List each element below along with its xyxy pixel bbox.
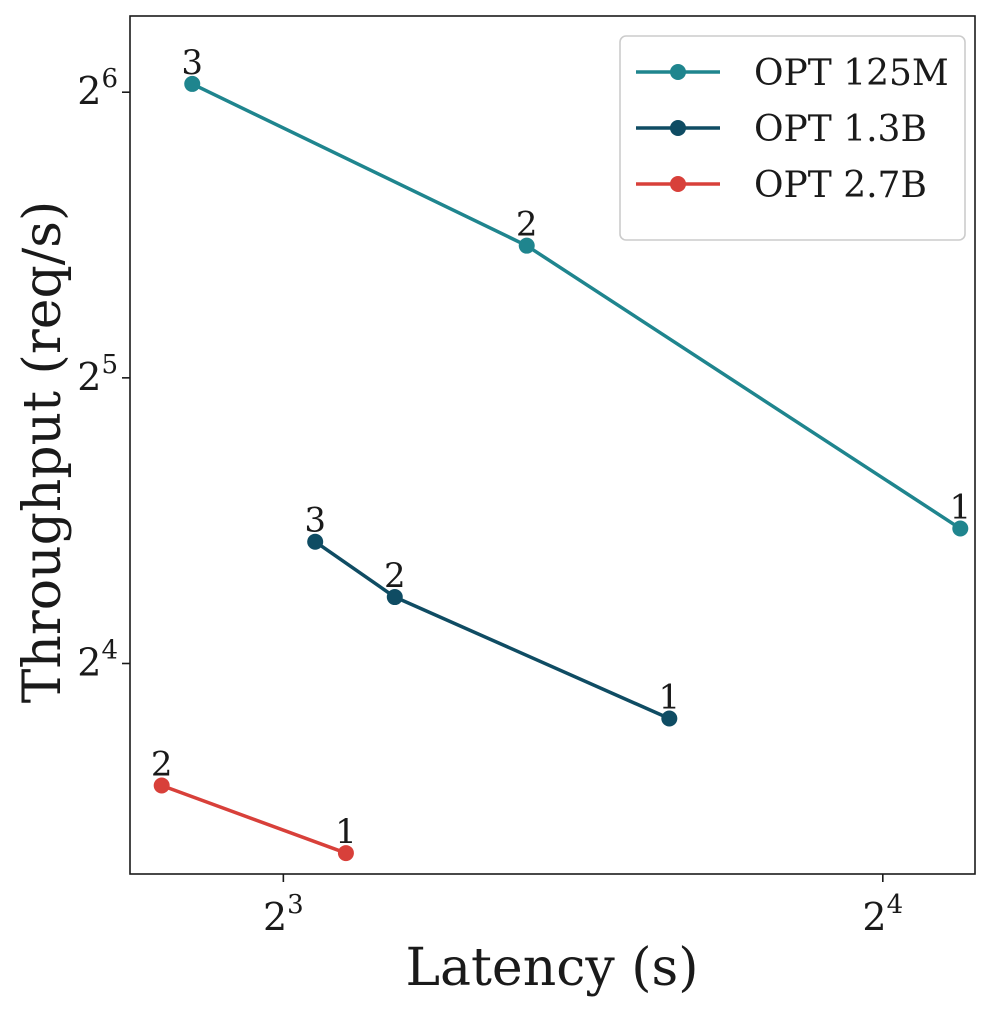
data-point: [518, 237, 535, 254]
point-label: 2: [384, 556, 406, 596]
legend-label: OPT 125M: [754, 53, 949, 94]
data-point: [386, 589, 403, 606]
legend-item: OPT 2.7B: [636, 165, 927, 206]
series-line: [314, 540, 671, 721]
series-opt-2-7b: 21: [151, 744, 357, 862]
legend-item: OPT 125M: [636, 53, 949, 94]
series-line: [161, 783, 347, 855]
legend-marker: [670, 64, 686, 80]
point-label: 2: [516, 205, 538, 245]
point-label: 1: [335, 812, 357, 852]
y-axis-title: Throughput (req/s): [13, 201, 73, 704]
legend: OPT 125M OPT 1.3B OPT 2.7B: [619, 35, 966, 241]
data-point: [153, 777, 170, 794]
legend-item: OPT 1.3B: [636, 109, 927, 150]
x-tick-label: 24: [862, 890, 903, 939]
y-tick-label: 24: [77, 635, 118, 684]
data-point: [184, 75, 201, 92]
point-label: 3: [304, 501, 326, 541]
y-axis-ticks: 24 25 26: [77, 64, 130, 684]
axes-frame: [129, 15, 976, 875]
legend-marker: [670, 120, 686, 136]
x-tick-label: 23: [263, 890, 304, 939]
legend-label: OPT 2.7B: [754, 165, 927, 206]
point-label: 3: [181, 43, 203, 83]
series-opt-1-3b: 3 2 1: [304, 501, 680, 727]
data-point: [307, 533, 324, 550]
x-axis-title: Latency (s): [406, 938, 699, 998]
data-point: [337, 845, 354, 862]
x-axis-ticks: 23 24: [263, 874, 903, 939]
legend-marker: [670, 176, 686, 192]
series-opt-125m: 3 2 1: [181, 43, 971, 537]
data-point: [661, 710, 678, 727]
point-label: 1: [949, 488, 971, 528]
legend-frame: [619, 35, 966, 241]
data-point: [952, 520, 969, 537]
y-tick-label: 25: [77, 350, 118, 399]
point-label: 2: [151, 744, 173, 784]
legend-label: OPT 1.3B: [754, 109, 927, 150]
point-label: 1: [658, 678, 680, 718]
y-tick-label: 26: [77, 64, 118, 113]
